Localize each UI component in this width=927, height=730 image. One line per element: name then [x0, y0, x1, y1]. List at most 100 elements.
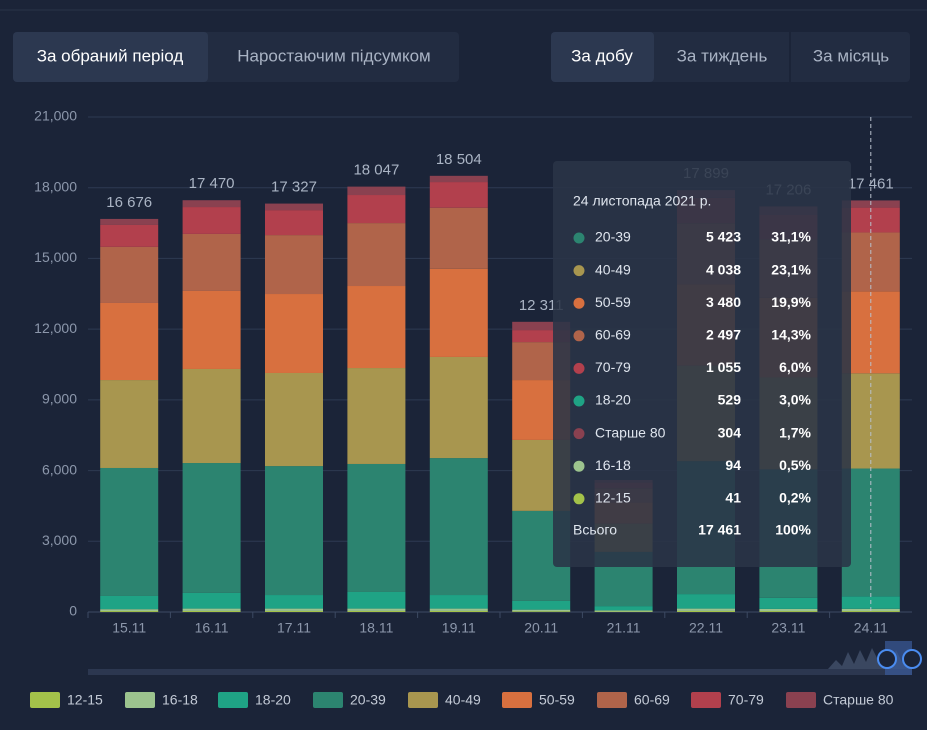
tab[interactable]: За обраний період — [37, 46, 184, 65]
bar-segment — [182, 610, 241, 612]
tooltip-name: 40-49 — [595, 261, 631, 277]
tab[interactable]: За добу — [571, 46, 633, 65]
bar-segment — [429, 458, 488, 596]
navigator — [88, 641, 922, 675]
legend-swatch — [218, 692, 248, 708]
bar-segment — [265, 294, 323, 373]
bar-segment — [265, 235, 323, 295]
tooltip-total-share: 100% — [775, 522, 811, 538]
legend-swatch — [408, 692, 438, 708]
y-tick-label: 0 — [69, 603, 77, 619]
bar-segment — [347, 610, 406, 612]
tab[interactable]: Наростаючим підсумком — [237, 46, 431, 65]
y-tick-label: 12,000 — [34, 320, 77, 336]
bar-segment — [512, 611, 571, 612]
bar-segment — [100, 246, 159, 303]
bar-segment — [841, 291, 900, 374]
bar-segment — [182, 233, 241, 291]
x-tick-label: 21.11 — [607, 620, 641, 636]
bar-segment — [182, 463, 241, 593]
bar-segment — [100, 218, 159, 225]
tooltip-dot — [573, 362, 585, 374]
bar-segment — [429, 182, 488, 208]
navigator-handle[interactable] — [877, 649, 897, 669]
tooltip-dot — [573, 428, 585, 440]
tooltip-name: 70-79 — [595, 359, 631, 375]
bar-segment — [677, 610, 735, 612]
tooltip-value: 304 — [718, 424, 742, 440]
navigator-track — [88, 669, 912, 675]
navigator-handle[interactable] — [902, 649, 922, 669]
tab[interactable]: За тиждень — [677, 46, 768, 65]
bar-segment — [265, 466, 323, 596]
tooltip-dot — [573, 297, 585, 309]
bar-segment — [265, 595, 323, 609]
bar-segment — [100, 609, 159, 612]
tooltip-share: 6,0% — [779, 359, 811, 375]
tooltip-dot — [573, 265, 585, 277]
x-tick-label: 15.11 — [112, 620, 146, 636]
tooltip-share: 0,5% — [779, 457, 811, 473]
legend-swatch — [691, 692, 721, 708]
bar-segment — [429, 610, 488, 612]
bar-segment — [347, 608, 406, 611]
legend-label: 16-18 — [162, 692, 198, 708]
legend-swatch — [597, 692, 627, 708]
tooltip-value: 529 — [718, 392, 742, 408]
legend-swatch — [502, 692, 532, 708]
tab-active[interactable] — [13, 32, 208, 82]
total-label: 16 676 — [106, 194, 152, 211]
bar-segment — [429, 608, 488, 611]
y-tick-label: 6,000 — [42, 461, 77, 477]
total-label: 17 327 — [271, 179, 317, 196]
bar-segment — [347, 368, 406, 464]
bar-segment — [265, 210, 323, 236]
bar-segment — [429, 595, 488, 609]
x-tick-label: 20.11 — [524, 620, 558, 636]
tooltip-name: 12-15 — [595, 490, 631, 506]
tooltip-total-value: 17 461 — [698, 522, 741, 538]
tab-active[interactable] — [551, 32, 654, 82]
tooltip-dot — [573, 493, 585, 505]
bar-segment — [759, 608, 818, 612]
tooltip-name: 20-39 — [595, 229, 631, 245]
total-label: 18 504 — [436, 151, 482, 168]
tooltip-name: 18-20 — [595, 392, 631, 408]
bar-segment — [677, 594, 735, 609]
bar-segment — [429, 356, 488, 459]
bar-segment — [182, 200, 241, 208]
x-tick-label: 16.11 — [195, 620, 229, 636]
legend-label: 40-49 — [445, 692, 481, 708]
bar-segment — [100, 611, 159, 612]
legend-label: 70-79 — [728, 692, 764, 708]
bar-segment — [677, 608, 735, 611]
tooltip-box — [553, 161, 851, 567]
bar-segment — [347, 186, 406, 196]
tooltip-dot — [573, 460, 585, 472]
bar-segment — [182, 608, 241, 611]
tooltip-share: 19,9% — [771, 294, 811, 310]
bar-segment — [594, 610, 653, 612]
legend-label: 12-15 — [67, 692, 103, 708]
tooltip-dot — [573, 330, 585, 342]
bar-segment — [100, 467, 159, 596]
navigator-sparkline — [828, 648, 912, 669]
bar-segment — [512, 600, 571, 610]
bar-segment — [347, 463, 406, 592]
x-tick-label: 23.11 — [771, 620, 805, 636]
bar-segment — [100, 380, 159, 468]
total-label: 12 311 — [519, 297, 564, 314]
x-tick-label: 24.11 — [854, 620, 888, 636]
tooltip-share: 1,7% — [779, 424, 811, 440]
bar-segment — [347, 223, 406, 287]
tooltip: 24 листопада 2021 р. 20-39 5 423 31,1% 40-49… — [553, 161, 851, 567]
bar-segment — [100, 302, 159, 381]
x-tick-label: 22.11 — [689, 620, 723, 636]
tab[interactable]: За місяць — [813, 46, 889, 65]
bar-segment — [759, 611, 818, 612]
tooltip-dot — [573, 232, 585, 244]
tooltip-dot — [573, 395, 585, 407]
tooltip-value: 4 038 — [706, 261, 741, 277]
x-tick-label: 18.11 — [359, 620, 393, 636]
